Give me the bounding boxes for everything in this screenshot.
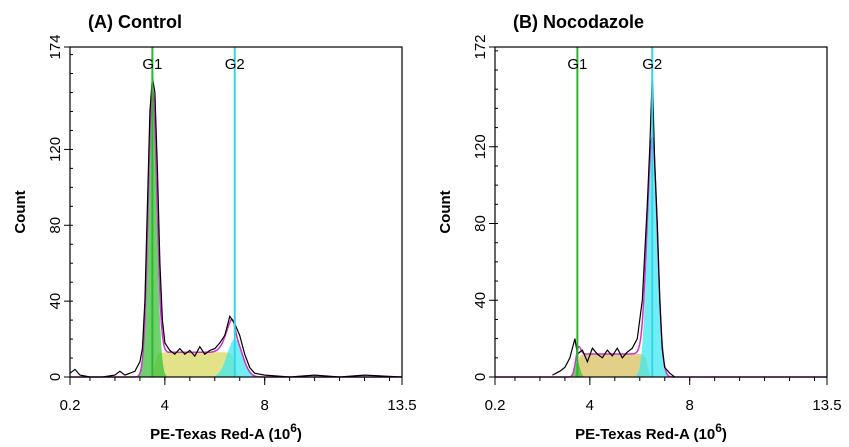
x-tick-label: 4 [161, 397, 169, 414]
x-tick-label: 8 [261, 397, 269, 414]
x-axis-unit: (10 [694, 426, 716, 443]
gate-label-g2: G2 [225, 56, 245, 73]
plot-frame [494, 46, 828, 378]
y-tick-label: 40 [472, 292, 489, 309]
x-axis-label: PE-Texas Red-A (106) [575, 421, 727, 443]
panel-a: G1 G2 0 40 80 120 174 0.2 4 8 13.5 (A) Control PE-Te… [12, 12, 417, 443]
x-axis-exponent: 6 [715, 421, 722, 435]
x-axis-name: PE-Texas Red-A [575, 426, 693, 443]
y-tick-label: 120 [47, 137, 64, 162]
y-tick-label: 0 [47, 373, 64, 381]
x-tick-label: 13.5 [387, 397, 416, 414]
x-axis-close: ) [722, 426, 727, 443]
y-tick-label: 80 [472, 215, 489, 232]
x-tick-label: 4 [586, 397, 594, 414]
model-fit-line [70, 87, 402, 378]
histogram-line [69, 77, 403, 378]
gate-label-g2: G2 [642, 56, 662, 73]
gate-label-g1: G1 [567, 56, 587, 73]
y-tick-label: 174 [47, 34, 64, 59]
x-tick-label: 13.5 [812, 397, 841, 414]
y-axis-label: Count [12, 190, 29, 233]
g2-area [495, 137, 827, 377]
y-tick-label: 172 [472, 34, 489, 59]
x-tick-label: 0.2 [485, 397, 506, 414]
plot-frame [69, 46, 403, 378]
x-axis-unit: (10 [269, 426, 291, 443]
x-tick-label: 8 [686, 397, 694, 414]
chart-title: (A) Control [88, 12, 182, 32]
chart-title: (B) Nocodazole [513, 12, 644, 32]
y-tick-label: 0 [472, 373, 489, 381]
x-axis-name: PE-Texas Red-A [150, 426, 268, 443]
x-axis-exponent: 6 [290, 421, 297, 435]
panel-b: G1 G2 0 40 80 120 172 0.2 4 8 13.5 (B) Nocodazole PE… [437, 12, 842, 443]
y-axis-label: Count [437, 190, 454, 233]
g2-area [70, 339, 402, 377]
x-tick-label: 0.2 [60, 397, 81, 414]
y-tick-label: 80 [47, 217, 64, 234]
x-axis-close: ) [297, 426, 302, 443]
x-axis-label: PE-Texas Red-A (106) [150, 421, 302, 443]
gate-label-g1: G1 [142, 56, 162, 73]
y-tick-label: 120 [472, 134, 489, 159]
y-tick-label: 40 [47, 293, 64, 310]
